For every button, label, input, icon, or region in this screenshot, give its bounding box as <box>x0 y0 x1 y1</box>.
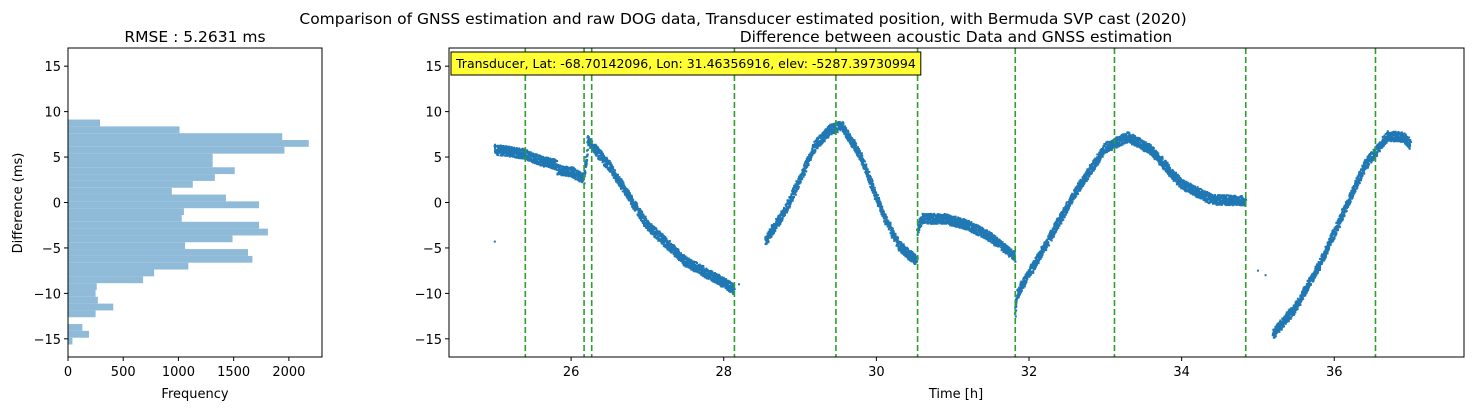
histogram-bar <box>68 242 186 250</box>
histogram-bar <box>68 194 226 202</box>
y-tick-label: 15 <box>425 60 442 75</box>
histogram-bar <box>68 255 253 263</box>
scatter-series <box>1271 130 1412 339</box>
scatter-point <box>1256 269 1259 272</box>
histogram-bar <box>68 296 98 304</box>
x-tick-label: 500 <box>111 365 136 380</box>
histogram-bar <box>68 214 182 222</box>
y-tick-label: −5 <box>42 242 61 257</box>
histogram-plot: RMSE : 5.2631 ms 0 500 1000 1500 2000 −15 −10 −… <box>11 28 323 402</box>
scatter-points <box>493 121 1412 339</box>
scatter-point <box>493 240 496 243</box>
y-tick-label: −15 <box>34 333 61 348</box>
x-tick-label: 1500 <box>217 365 250 380</box>
histogram-bar <box>68 221 260 229</box>
scatter-point <box>738 283 740 286</box>
histogram-bar <box>68 228 268 236</box>
histogram-bar <box>68 187 172 195</box>
x-tick-label: 2000 <box>272 365 305 380</box>
figure-suptitle: Comparison of GNSS estimation and raw DO… <box>299 10 1186 28</box>
scatter-series <box>555 148 590 185</box>
histogram-bar <box>68 160 213 168</box>
y-tick-label: 15 <box>44 60 61 75</box>
scatter-ticks: 26 28 30 32 34 36 −15 −10 −5 0 5 10 15 <box>415 60 1343 380</box>
histogram-bar <box>68 146 285 154</box>
scatter-point <box>1264 274 1267 277</box>
scatter-series <box>1014 131 1248 318</box>
histogram-bar <box>68 289 96 297</box>
histogram-bar <box>68 180 193 188</box>
histogram-bar <box>68 310 96 318</box>
x-tick-label: 28 <box>715 365 732 380</box>
histogram-bars <box>68 119 309 345</box>
y-tick-label: 10 <box>44 106 61 121</box>
scatter-series <box>586 135 736 296</box>
histogram-bar <box>68 140 309 147</box>
histogram-bar <box>68 153 213 161</box>
histogram-bar <box>68 174 215 181</box>
histogram-bar <box>68 269 155 277</box>
y-tick-label: −10 <box>415 287 442 302</box>
y-tick-label: 0 <box>434 197 442 212</box>
scatter-series <box>764 121 919 265</box>
y-tick-label: −5 <box>423 242 442 257</box>
x-tick-label: 30 <box>868 365 885 380</box>
histogram-bar <box>68 167 235 175</box>
x-tick-label: 0 <box>64 365 72 380</box>
histogram-bar <box>68 126 180 134</box>
histogram-bar <box>68 133 283 141</box>
histogram-bar <box>68 262 189 270</box>
x-tick-label: 1000 <box>162 365 195 380</box>
histogram-ylabel: Difference (ms) <box>11 153 26 254</box>
annotation-box: Transducer, Lat: -68.70142096, Lon: 31.4… <box>450 51 922 76</box>
annotation-background <box>450 51 922 76</box>
histogram-bar <box>68 119 101 127</box>
histogram-bar <box>68 337 73 345</box>
histogram-bar <box>68 303 114 311</box>
histogram-bar <box>68 324 83 331</box>
histogram-bar <box>68 208 184 215</box>
x-tick-label: 26 <box>563 365 580 380</box>
x-tick-label: 36 <box>1326 365 1343 380</box>
histogram-bar <box>68 201 260 209</box>
y-tick-label: 0 <box>53 197 61 212</box>
histogram-ticks: 0 500 1000 1500 2000 −15 −10 −5 0 5 10 15 <box>34 60 306 380</box>
scatter-plot: Difference between acoustic Data and GNS… <box>415 28 1465 402</box>
histogram-xlabel: Frequency <box>161 387 228 402</box>
histogram-title: RMSE : 5.2631 ms <box>124 28 265 46</box>
event-vlines <box>524 48 1377 357</box>
y-tick-label: 10 <box>425 106 442 121</box>
scatter-frame <box>448 47 1465 358</box>
y-tick-label: 5 <box>53 151 61 166</box>
scatter-series <box>916 212 1017 263</box>
y-tick-label: 5 <box>434 151 442 166</box>
y-tick-label: −15 <box>415 333 442 348</box>
y-tick-label: −10 <box>34 287 61 302</box>
annotation-text: Transducer, Lat: -68.70142096, Lon: 31.4… <box>455 56 916 71</box>
x-tick-label: 32 <box>1021 365 1038 380</box>
histogram-bar <box>68 249 249 256</box>
histogram-bar <box>68 235 233 243</box>
scatter-xlabel: Time [h] <box>928 387 983 402</box>
histogram-bar <box>68 276 144 284</box>
x-tick-label: 34 <box>1173 365 1190 380</box>
histogram-bar <box>68 283 97 290</box>
scatter-title: Difference between acoustic Data and GNS… <box>740 28 1173 46</box>
histogram-bar <box>68 330 89 338</box>
